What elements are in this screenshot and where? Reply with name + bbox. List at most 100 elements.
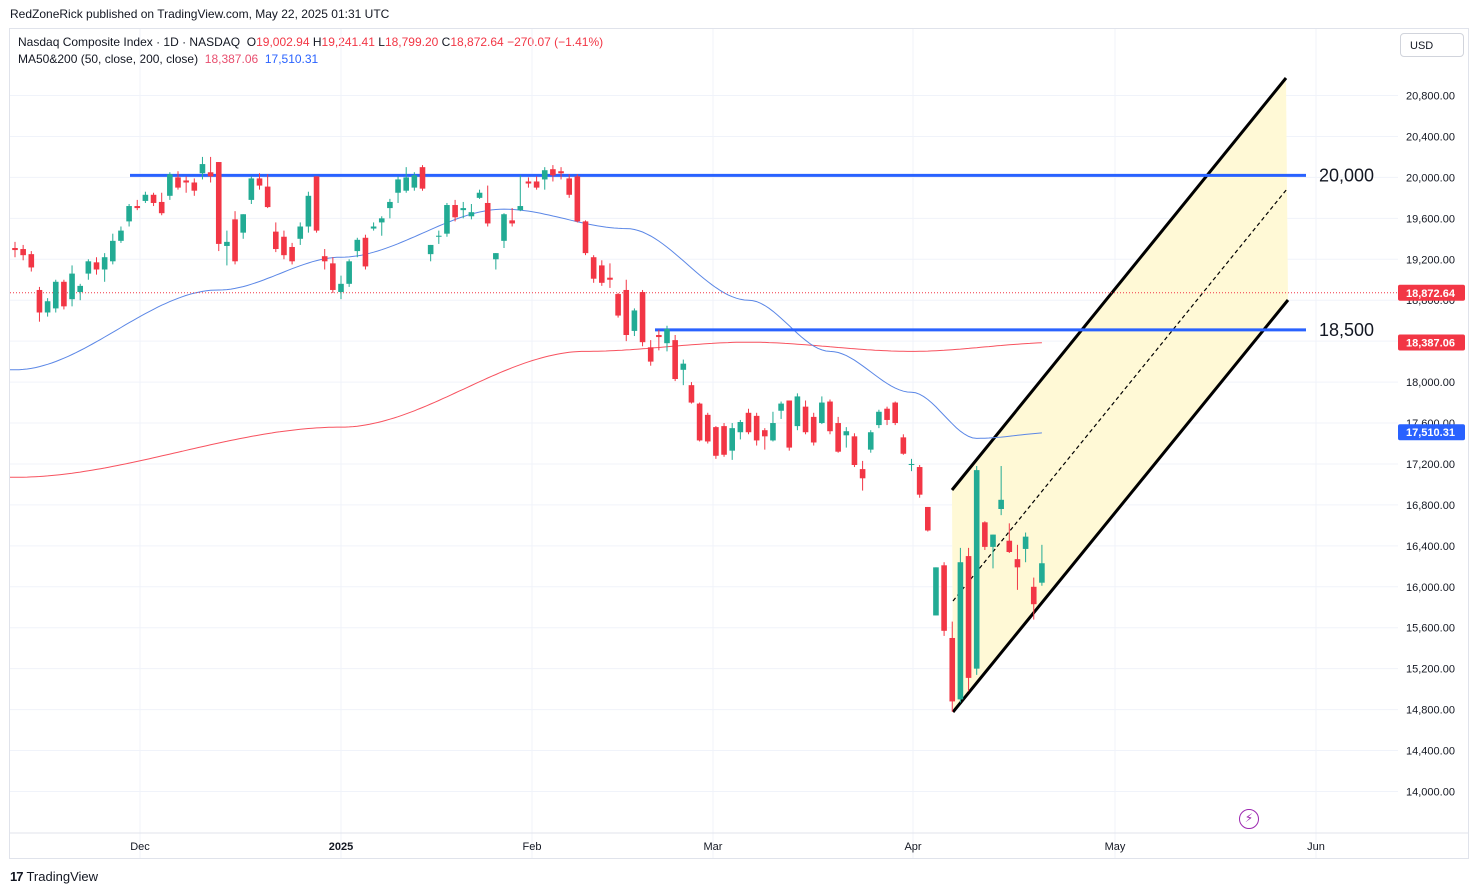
- candle-body: [52, 281, 59, 309]
- candle: [802, 400, 809, 435]
- candle: [696, 402, 703, 442]
- candle: [281, 230, 287, 260]
- y-tick-label: 15,200.00: [1406, 664, 1455, 676]
- low-value: 18,799.20: [384, 35, 439, 49]
- candle-body: [859, 469, 866, 479]
- candle: [835, 416, 841, 453]
- candle-body: [664, 328, 670, 344]
- candle-body: [452, 205, 458, 218]
- channel-lower-line: [951, 299, 1290, 713]
- candle: [558, 167, 564, 180]
- candle: [916, 464, 923, 498]
- level-label-20000: 20,000: [1319, 165, 1374, 185]
- price-tag-bg: [1398, 284, 1465, 301]
- candle: [541, 167, 548, 190]
- candle: [101, 253, 108, 282]
- candle-body: [925, 506, 931, 531]
- candle-body: [77, 285, 83, 293]
- candle: [990, 534, 996, 569]
- x-tick-label: Feb: [523, 841, 542, 853]
- candle: [207, 156, 214, 183]
- candle-body: [721, 426, 727, 455]
- x-tick-label: Jun: [1307, 841, 1325, 853]
- price-tag: 17,510.31: [1398, 424, 1465, 441]
- lightning-icon[interactable]: ⚡: [1239, 809, 1259, 829]
- candle-body: [688, 385, 695, 403]
- candle-body: [126, 206, 132, 222]
- candle: [476, 189, 483, 199]
- candle-body: [582, 221, 589, 254]
- y-tick-label: 17,200.00: [1406, 459, 1455, 471]
- candle: [158, 192, 165, 216]
- candle: [827, 399, 833, 435]
- candle-body: [737, 422, 744, 433]
- open-value: 19,002.94: [256, 35, 310, 49]
- candle: [590, 255, 597, 283]
- candle: [819, 396, 825, 425]
- candle-body: [110, 240, 116, 262]
- candle-body: [884, 408, 890, 420]
- candle: [925, 506, 931, 532]
- candle-body: [118, 230, 124, 241]
- candle-body: [85, 261, 92, 274]
- price-tag: 18,387.06: [1398, 334, 1465, 351]
- candle: [118, 226, 124, 243]
- candle: [859, 460, 866, 491]
- candle-body: [36, 289, 43, 313]
- candle-body: [639, 292, 646, 343]
- y-tick-label: 16,000.00: [1406, 582, 1455, 594]
- grid-lines: [10, 29, 1398, 858]
- candle-body: [232, 219, 238, 262]
- candle: [525, 177, 532, 188]
- candle-body: [370, 226, 377, 229]
- candle: [403, 167, 409, 193]
- candle-body: [770, 423, 776, 441]
- candle-body: [256, 178, 263, 186]
- candle: [273, 222, 279, 253]
- y-tick-label: 14,000.00: [1406, 787, 1455, 799]
- candle: [582, 220, 589, 256]
- candle-body: [786, 400, 793, 448]
- candle: [305, 191, 312, 233]
- candle: [289, 242, 295, 265]
- candle: [256, 173, 263, 190]
- candle-body: [998, 499, 1004, 510]
- candle-body: [346, 261, 352, 284]
- candle-body: [778, 403, 784, 411]
- candle: [607, 263, 613, 288]
- candle-body: [183, 180, 189, 183]
- symbol-name[interactable]: Nasdaq Composite Index · 1D · NASDAQ: [18, 35, 241, 49]
- candle: [232, 211, 238, 265]
- candle-body: [468, 212, 475, 217]
- candle-body: [411, 175, 418, 188]
- candle-body: [631, 310, 638, 331]
- candle: [61, 279, 67, 310]
- candle-body: [745, 412, 752, 433]
- candle: [484, 185, 491, 227]
- price-tag-bg: [1398, 424, 1465, 441]
- candle: [656, 329, 662, 351]
- candle-body: [427, 244, 434, 255]
- price-tag-label: 18,387.06: [1406, 337, 1455, 349]
- candle-body: [158, 201, 165, 214]
- candle: [941, 562, 947, 636]
- candle-body: [264, 186, 271, 208]
- candle-body: [501, 214, 507, 241]
- candle: [810, 412, 817, 446]
- candle-body: [599, 265, 605, 283]
- ma-indicator-label[interactable]: MA50&200 (50, close, 200, close): [18, 52, 199, 66]
- ma200-line: [10, 341, 1042, 478]
- candle-body: [517, 206, 524, 211]
- y-tick-label: 20,000.00: [1406, 172, 1455, 184]
- tradingview-brand[interactable]: TradingView: [26, 869, 99, 884]
- candle: [753, 412, 760, 446]
- candle: [517, 175, 524, 212]
- candle: [264, 174, 271, 209]
- y-tick-label: 19,200.00: [1406, 254, 1455, 266]
- candle-body: [240, 214, 246, 233]
- candle-body: [1022, 536, 1029, 549]
- candle: [248, 176, 255, 204]
- candle: [843, 427, 850, 448]
- currency-selector[interactable]: USD: [1400, 33, 1464, 57]
